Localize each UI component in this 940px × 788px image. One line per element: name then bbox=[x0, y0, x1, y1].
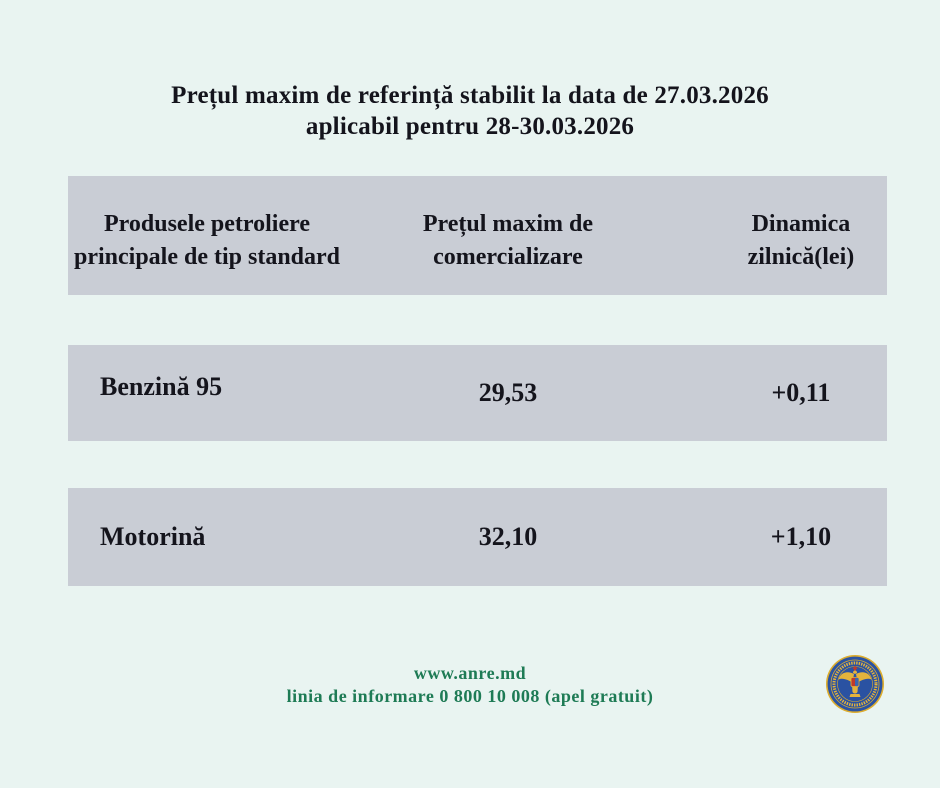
website-url: www.anre.md bbox=[413, 663, 527, 683]
max-price-value: 32,10 bbox=[478, 522, 538, 551]
table-row: Benzină 95 29,53 +0,11 bbox=[68, 345, 887, 441]
info-line: linia de informare 0 800 10 008 (apel gr… bbox=[286, 686, 654, 706]
column-header-products: Produsele petroliere principale de tip s… bbox=[73, 210, 341, 270]
table-header-row: Produsele petroliere principale de tip s… bbox=[68, 176, 887, 295]
title-line-2: aplicabil pentru 28-30.03.2026 bbox=[305, 113, 635, 140]
table-row: Motorină 32,10 +1,10 bbox=[68, 488, 887, 586]
column-header-daily-dynamic: Dinamica zilnică(lei) bbox=[747, 210, 855, 270]
anre-moldova-seal-icon bbox=[826, 655, 884, 713]
title-line-1: Prețul maxim de referință stabilit la da… bbox=[171, 82, 769, 109]
daily-dynamic-value: +1,10 bbox=[770, 522, 832, 551]
product-name: Benzină 95 bbox=[100, 372, 223, 401]
footer: www.anre.md linia de informare 0 800 10 … bbox=[0, 662, 940, 708]
daily-dynamic-value: +0,11 bbox=[771, 378, 831, 407]
max-price-value: 29,53 bbox=[478, 378, 538, 407]
product-name: Motorină bbox=[100, 522, 206, 551]
column-header-max-price: Prețul maxim de comercializare bbox=[422, 210, 594, 270]
page-title: Prețul maxim de referință stabilit la da… bbox=[0, 80, 940, 142]
